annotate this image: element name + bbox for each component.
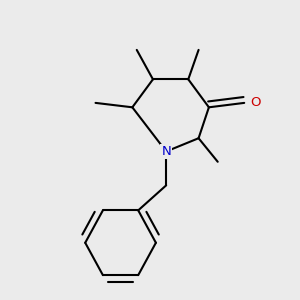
Text: N: N xyxy=(161,145,171,158)
Text: O: O xyxy=(250,96,261,110)
